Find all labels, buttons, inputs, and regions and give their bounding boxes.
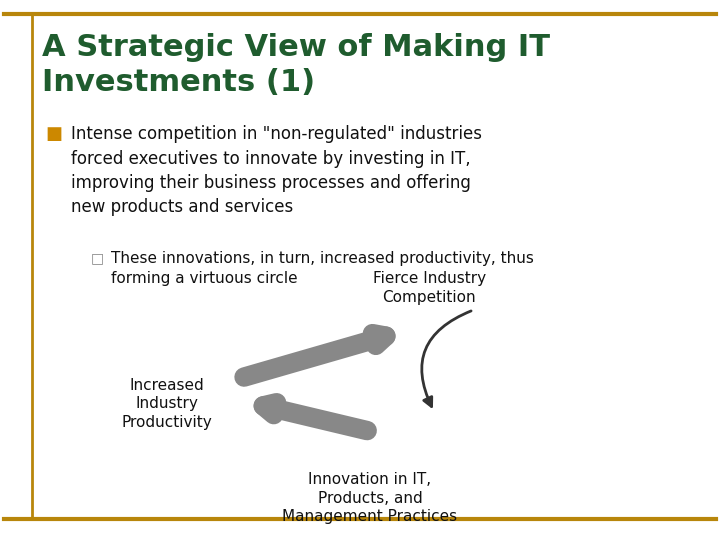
Text: Intense competition in "non-regulated" industries
forced executives to innovate : Intense competition in "non-regulated" i…: [71, 125, 482, 217]
Text: These innovations, in turn, increased productivity, thus
forming a virtuous circ: These innovations, in turn, increased pr…: [111, 251, 534, 286]
Text: □: □: [91, 251, 104, 265]
Text: ■: ■: [45, 125, 63, 144]
Text: Innovation in IT,
Products, and
Management Practices: Innovation in IT, Products, and Manageme…: [282, 472, 457, 524]
Text: Increased
Industry
Productivity: Increased Industry Productivity: [122, 378, 212, 430]
Text: Fierce Industry
Competition: Fierce Industry Competition: [373, 272, 486, 305]
Text: A Strategic View of Making IT
Investments (1): A Strategic View of Making IT Investment…: [42, 33, 550, 97]
